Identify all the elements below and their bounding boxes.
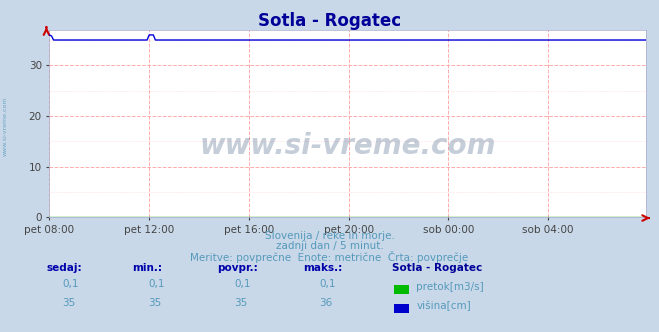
- Text: min.:: min.:: [132, 263, 162, 273]
- Text: pretok[m3/s]: pretok[m3/s]: [416, 282, 484, 292]
- Text: 35: 35: [63, 298, 76, 308]
- Text: zadnji dan / 5 minut.: zadnji dan / 5 minut.: [275, 241, 384, 251]
- Text: 35: 35: [148, 298, 161, 308]
- Text: 36: 36: [320, 298, 333, 308]
- Text: Meritve: povprečne  Enote: metrične  Črta: povprečje: Meritve: povprečne Enote: metrične Črta:…: [190, 251, 469, 263]
- Text: povpr.:: povpr.:: [217, 263, 258, 273]
- Text: www.si-vreme.com: www.si-vreme.com: [200, 132, 496, 160]
- Text: sedaj:: sedaj:: [46, 263, 82, 273]
- Text: 0,1: 0,1: [320, 279, 336, 289]
- Text: 0,1: 0,1: [234, 279, 250, 289]
- Text: 0,1: 0,1: [148, 279, 165, 289]
- Text: Sotla - Rogatec: Sotla - Rogatec: [258, 12, 401, 30]
- Text: www.si-vreme.com: www.si-vreme.com: [3, 96, 8, 156]
- Text: Sotla - Rogatec: Sotla - Rogatec: [392, 263, 482, 273]
- Text: 0,1: 0,1: [63, 279, 79, 289]
- Text: 35: 35: [234, 298, 247, 308]
- Text: višina[cm]: višina[cm]: [416, 301, 471, 311]
- Text: maks.:: maks.:: [303, 263, 343, 273]
- Text: Slovenija / reke in morje.: Slovenija / reke in morje.: [264, 231, 395, 241]
